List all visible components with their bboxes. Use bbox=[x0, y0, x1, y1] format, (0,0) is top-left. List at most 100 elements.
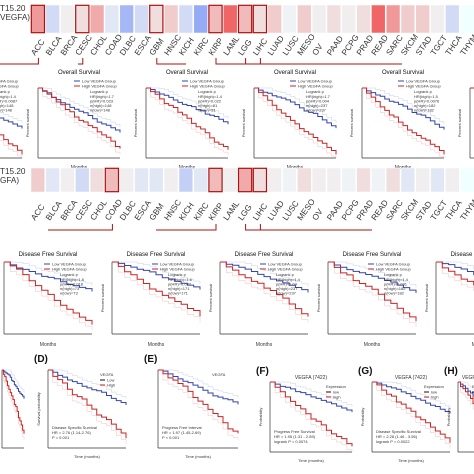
heatmap-cell-ov bbox=[311, 167, 327, 193]
ci-high-lower bbox=[0, 140, 23, 158]
p-value: logrank P = 0.0074 bbox=[274, 439, 308, 444]
x-axis-label: Months bbox=[40, 342, 57, 348]
heatmap-cell-lgg bbox=[237, 167, 253, 193]
km-stat: n(low)=73 bbox=[60, 291, 78, 296]
x-axis-label: Time (months) bbox=[185, 454, 211, 459]
legend-high-label: High bbox=[107, 383, 115, 388]
km-stat: n(low)=182 bbox=[414, 108, 435, 113]
ci-low-upper bbox=[48, 369, 127, 399]
heatmap-highlight-kirp bbox=[208, 167, 223, 193]
heatmap-cell-cesc bbox=[75, 4, 90, 34]
cancer-label-kirc: KIRC bbox=[192, 36, 211, 57]
logrank-label: Logrank p bbox=[414, 89, 433, 94]
ci-high-lower bbox=[38, 87, 121, 155]
km-stat: n(high)=182 bbox=[384, 286, 406, 291]
km-top-title-3: Overall Survival bbox=[274, 70, 316, 76]
cancer-label-ov: OV bbox=[310, 207, 324, 222]
cancer-label-kirp: KIRP bbox=[207, 201, 226, 222]
p-value: P < 0.001 bbox=[162, 435, 180, 440]
curve-high bbox=[48, 369, 127, 439]
legend-title: Expression bbox=[472, 384, 474, 389]
connector-mid-1 bbox=[156, 224, 217, 231]
curve-low bbox=[254, 87, 337, 129]
panel-label: (D) bbox=[34, 354, 48, 365]
curve-high bbox=[436, 261, 474, 286]
logrank-label: Logrank p bbox=[0, 89, 11, 94]
legend-high-label: High VEGFA Group bbox=[0, 84, 19, 89]
heatmap-cell-stad bbox=[415, 167, 430, 193]
km-mid-title-1: Disease Free Survival bbox=[127, 252, 186, 258]
legend-low-label: Low VEGFA Group bbox=[376, 262, 411, 267]
heatmap-cell-laml bbox=[223, 4, 238, 34]
curve-low bbox=[372, 381, 451, 414]
legend-low-label: low bbox=[431, 390, 437, 395]
heatmap-cell-read bbox=[371, 167, 386, 193]
ci-high-lower bbox=[372, 381, 451, 449]
x-axis-label: Months bbox=[364, 342, 381, 348]
km-stat: HR(high)=1.6 bbox=[168, 277, 193, 282]
ci-high-lower bbox=[4, 261, 93, 331]
curve-low bbox=[158, 369, 239, 405]
y-axis-label: Percent survival bbox=[208, 284, 213, 313]
heatmap-cell-paad bbox=[326, 4, 342, 34]
heatmap-cell-blca bbox=[45, 167, 60, 193]
heatmap-cell-kirc bbox=[193, 4, 208, 34]
curve-low bbox=[4, 261, 93, 292]
ci-low-upper bbox=[362, 87, 445, 125]
curve-high bbox=[220, 261, 309, 317]
ci-high-lower bbox=[48, 369, 127, 445]
heatmap-cell-acc bbox=[30, 4, 46, 34]
row-label-line2: VEGFA) bbox=[0, 13, 30, 22]
heatmap-cell-skcm bbox=[400, 4, 416, 34]
ci-high-lower bbox=[458, 381, 474, 410]
ci-low-upper bbox=[0, 112, 23, 123]
ci-high-lower bbox=[146, 87, 229, 156]
heatmap-highlight-coad bbox=[104, 167, 120, 193]
cancer-label-thym: THYM bbox=[458, 33, 474, 57]
curve-high bbox=[2, 369, 25, 434]
heatmap-cell-meso bbox=[297, 167, 312, 193]
panel-title: VEGFA (7422) bbox=[462, 375, 474, 381]
logrank-label: Logrank p bbox=[198, 89, 217, 94]
heatmap-cell-kirc bbox=[193, 167, 208, 193]
heatmap-cell-sarc bbox=[385, 4, 401, 34]
heatmap-cell-hnsc bbox=[163, 4, 179, 34]
panel-caption: Disease Specific Survival bbox=[376, 429, 421, 434]
x-axis-label: Months bbox=[256, 342, 273, 348]
heatmap-cell-thym bbox=[459, 167, 474, 193]
km-mid-title-0: Disease Free Survival bbox=[19, 252, 78, 258]
km-stat: n(high)=73 bbox=[60, 286, 80, 291]
heatmap-cell-skcm bbox=[400, 167, 416, 193]
ci-low-upper bbox=[112, 261, 201, 284]
curve-high bbox=[146, 87, 229, 150]
connector-top-2 bbox=[156, 58, 186, 65]
heatmap-cell-lusc bbox=[282, 167, 297, 193]
x-axis-label: Months bbox=[472, 342, 474, 348]
legend-high-label: High VEGFA Group bbox=[160, 267, 195, 272]
y-axis-label: Percent survival bbox=[457, 109, 462, 138]
x-axis-label: Months bbox=[148, 342, 165, 348]
legend-title: Expression bbox=[326, 384, 346, 389]
heatmap-cell-cesc bbox=[75, 167, 90, 193]
curve-high bbox=[362, 87, 445, 155]
km-stat: p(HR)=0.0087 bbox=[0, 99, 18, 104]
curve-low bbox=[220, 261, 309, 293]
hr-stat: HR = 2.28 (1.46 - 3.56) bbox=[376, 434, 418, 439]
curve-low bbox=[270, 381, 353, 413]
curve-high bbox=[254, 87, 337, 155]
km-stat: p(HR)=0.0076 bbox=[414, 99, 440, 104]
heatmap-cell-luad bbox=[267, 167, 282, 193]
cancer-label-kirc: KIRC bbox=[192, 201, 211, 222]
ci-high-lower bbox=[158, 369, 239, 440]
legend-low-label: Low VEGFA Group bbox=[268, 262, 303, 267]
heatmap-cell-gbm bbox=[149, 167, 164, 193]
km-stat: p(HR)=0.022 bbox=[198, 99, 222, 104]
y-axis-label: Probability bbox=[360, 408, 365, 427]
